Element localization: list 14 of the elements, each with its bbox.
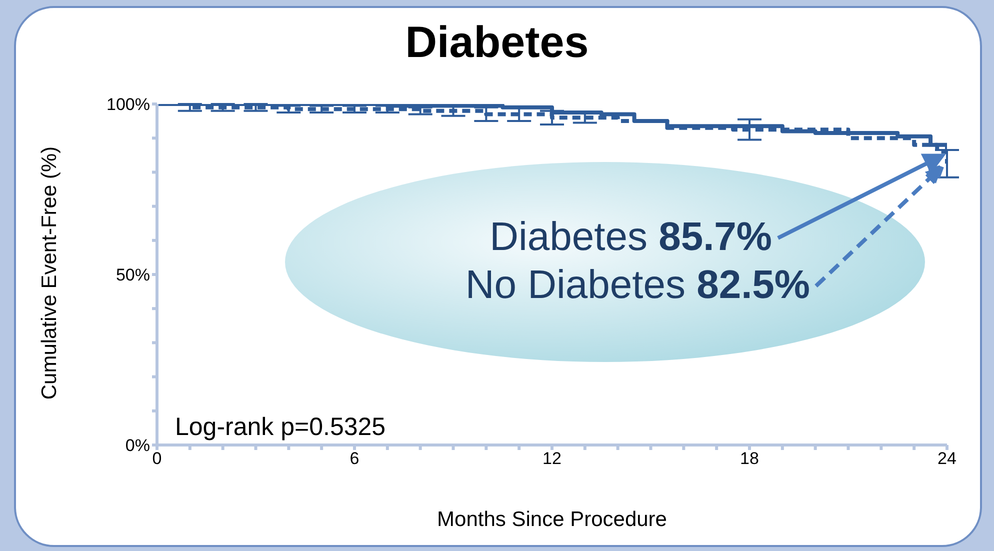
x-tick-label: 18 xyxy=(740,449,759,468)
x-tick-label: 0 xyxy=(152,449,162,468)
x-tick-label: 6 xyxy=(350,449,360,468)
annotation: No Diabetes 82.5% xyxy=(465,263,810,307)
x-tick-label: 24 xyxy=(938,449,956,468)
y-tick-label: 50% xyxy=(116,266,150,285)
annotation: Log-rank p=0.5325 xyxy=(175,413,386,442)
x-tick-label: 12 xyxy=(542,449,562,468)
y-tick-label: 0% xyxy=(125,436,150,456)
annotation: Diabetes 85.7% xyxy=(490,215,772,259)
y-tick-label: 100% xyxy=(106,95,150,114)
chart-title: Diabetes xyxy=(404,18,590,68)
y-axis-title: Cumulative Event-Free (%) xyxy=(38,144,62,402)
x-axis-title: Months Since Procedure xyxy=(436,508,668,532)
